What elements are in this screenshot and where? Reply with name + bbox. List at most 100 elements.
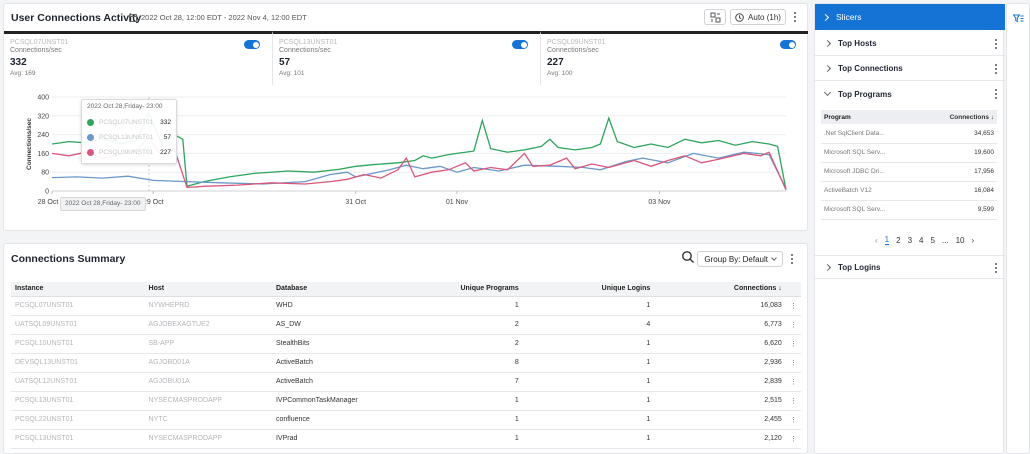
cell-unique-programs: 2 — [421, 315, 523, 335]
cell-connections: 2,936 — [654, 353, 786, 373]
cell-unique-logins: 1 — [522, 353, 655, 373]
column-header-host[interactable]: Host — [144, 282, 272, 297]
x-tick-label: 03 Nov — [648, 199, 671, 206]
tooltip-series-value: 227 — [160, 149, 171, 156]
page-link[interactable]: 1 — [884, 235, 890, 245]
chevron-right-icon — [823, 263, 832, 271]
cell-connections: 6,620 — [654, 334, 786, 354]
slicers-header: Slicers — [815, 4, 1005, 30]
activity-more-icon[interactable] — [792, 11, 798, 23]
auto-refresh-label: Auto (1h) — [748, 12, 781, 22]
table-row[interactable]: DEVSQL13UNST01 AGJOBD01A ActiveBatch 8 1 2,93… — [11, 353, 801, 373]
stat-metric: Connections/sec — [547, 47, 599, 54]
stat-instance: PCSQL13UNST01 — [279, 39, 338, 46]
row-more-icon[interactable]: ⋮ — [785, 429, 801, 449]
tooltip-row: PCSQL09UNST01 227 — [87, 145, 171, 160]
chevron-right-icon[interactable] — [821, 13, 830, 21]
series-toggle-3[interactable] — [780, 40, 796, 49]
slicer-top-logins[interactable]: Top Logins — [815, 255, 1005, 279]
chart-tooltip: 2022 Oct 28,Friday- 23:00 PCSQL07UNST01 … — [81, 99, 177, 164]
date-range-text: 2022 Oct 28, 12:00 EDT - 2022 Nov 4, 12:… — [141, 13, 307, 22]
cell-instance: PCSQL07UNST01 — [11, 296, 145, 316]
stat-average: Avg: 100 — [547, 70, 573, 77]
filter-list-icon[interactable] — [1013, 14, 1024, 23]
row-more-icon[interactable]: ⋮ — [785, 410, 801, 430]
chart-settings-button[interactable] — [704, 9, 726, 25]
table-row[interactable]: .Net SqlClient Data... 34,653 — [821, 124, 997, 144]
table-row[interactable]: Microsoft SQL Serv... 9,599 — [821, 200, 997, 220]
slicer-more-icon[interactable] — [993, 38, 999, 50]
cell-unique-logins: 1 — [522, 334, 655, 354]
search-icon[interactable] — [681, 250, 695, 264]
table-row[interactable]: PCSQL07UNST01 NYWHEPRD WHD 1 1 16,083 ⋮ — [11, 296, 801, 316]
cell-connections: 6,773 — [654, 315, 786, 335]
cell-host: NYWHEPRD — [144, 296, 272, 316]
slicer-label: Top Connections — [838, 64, 903, 73]
stat-card-2: PCSQL13UNST01 Connections/sec 57 Avg: 10… — [272, 31, 540, 85]
cell-host: AGJOBEXAGTUE2 — [144, 315, 272, 335]
stat-average: Avg: 101 — [279, 70, 305, 77]
column-header-instance[interactable]: Instance — [11, 282, 145, 297]
cell-database: ActiveBatch — [271, 372, 422, 392]
series-dot-icon — [87, 134, 94, 141]
page-link[interactable]: 2 — [896, 235, 901, 245]
table-row[interactable]: PCSQL13UNST01 NYSECMASPRODAPP IVPCommonTas… — [11, 391, 801, 411]
series-toggle-2[interactable] — [512, 40, 528, 49]
table-row[interactable]: Microsoft SQL Serv... 19,600 — [821, 143, 997, 163]
tooltip-series-name: PCSQL07UNST01 — [99, 119, 154, 126]
column-header-database[interactable]: Database — [271, 282, 422, 297]
cell-database: AS_DW — [271, 315, 422, 335]
page-link[interactable]: 5 — [930, 235, 935, 245]
series-toggle-1[interactable] — [244, 40, 260, 49]
page-link[interactable]: 10 — [955, 235, 965, 245]
table-row[interactable]: UATSQL12UNST01 AGJOBU01A ActiveBatch 7 1 2,83… — [11, 372, 801, 392]
previous-page-icon[interactable]: ‹ — [875, 235, 878, 245]
table-row[interactable]: Microsoft JDBC Dri... 17,956 — [821, 162, 997, 182]
row-more-icon[interactable]: ⋮ — [785, 296, 801, 316]
slicer-top-programs[interactable]: Top Programs — [815, 82, 1005, 106]
cell-host: AGJOBD01A — [144, 353, 272, 373]
table-row[interactable]: UATSQL09UNST01 AGJOBEXAGTUE2 AS_DW 2 4 6,773 ⋮ — [11, 315, 801, 335]
tooltip-series-value: 332 — [160, 119, 171, 126]
row-more-icon[interactable]: ⋮ — [785, 391, 801, 411]
cell-database: StealthBits — [271, 334, 422, 354]
slicer-more-icon[interactable] — [993, 63, 999, 75]
slicer-label: Top Logins — [838, 262, 881, 272]
tooltip-series-name: PCSQL13UNST01 — [99, 134, 154, 141]
slicer-more-icon[interactable] — [993, 262, 999, 274]
column-header-connections[interactable]: Connections ↓ — [654, 282, 786, 297]
slicer-top-hosts[interactable]: Top Hosts — [815, 32, 1005, 56]
cell-connections: 2,455 — [654, 410, 786, 430]
cell-host: NYSECMASPRODAPP — [144, 391, 272, 411]
group-by-dropdown[interactable]: Group By: Default — [697, 251, 783, 267]
row-more-icon[interactable]: ⋮ — [785, 353, 801, 373]
column-header-program[interactable]: Program — [821, 110, 922, 124]
next-page-icon[interactable]: › — [971, 235, 975, 245]
table-row[interactable]: PCSQL10UNST01 SB-APP StealthBits 2 1 6,620 ⋮ — [11, 334, 801, 354]
row-more-icon[interactable]: ⋮ — [785, 372, 801, 392]
x-tick-label: 31 Oct — [345, 199, 366, 206]
table-row[interactable]: ActiveBatch V12 16,084 — [821, 181, 997, 201]
date-range-picker[interactable]: 2022 Oct 28, 12:00 EDT - 2022 Nov 4, 12:… — [129, 13, 307, 22]
auto-refresh-button[interactable]: Auto (1h) — [730, 9, 786, 25]
y-tick-label: 160 — [37, 151, 49, 158]
slicer-top-connections[interactable]: Top Connections — [815, 57, 1005, 81]
cell-database: WHD — [271, 296, 422, 316]
page-link[interactable]: 4 — [919, 235, 924, 245]
stat-metric: Connections/sec — [10, 47, 62, 54]
x-tick-label: 29 Oct — [143, 199, 164, 206]
column-header-unique-logins[interactable]: Unique Logins — [522, 282, 655, 297]
row-more-icon[interactable]: ⋮ — [785, 315, 801, 335]
series-dot-icon — [87, 119, 94, 126]
slicer-more-icon[interactable] — [993, 88, 999, 100]
stat-card-1: PCSQL07UNST01 Connections/sec 332 Avg: 1… — [4, 31, 272, 85]
page-link[interactable]: 3 — [907, 235, 913, 245]
cell-unique-programs: 1 — [421, 391, 523, 411]
table-row[interactable]: PCSQL13UNST01 NYSECMASPRODAPP IVPrad 1 1 2,12… — [11, 429, 801, 449]
row-more-icon[interactable]: ⋮ — [785, 334, 801, 354]
connections-activity-panel: User Connections Activity 2022 Oct 28, 1… — [3, 3, 808, 231]
column-header-unique-programs[interactable]: Unique Programs — [421, 282, 523, 297]
column-header-connections[interactable]: Connections ↓ — [921, 110, 997, 124]
table-row[interactable]: PCSQL22UNST01 NYTC confluence 1 1 2,455 ⋮ — [11, 410, 801, 430]
summary-more-icon[interactable] — [789, 253, 795, 265]
